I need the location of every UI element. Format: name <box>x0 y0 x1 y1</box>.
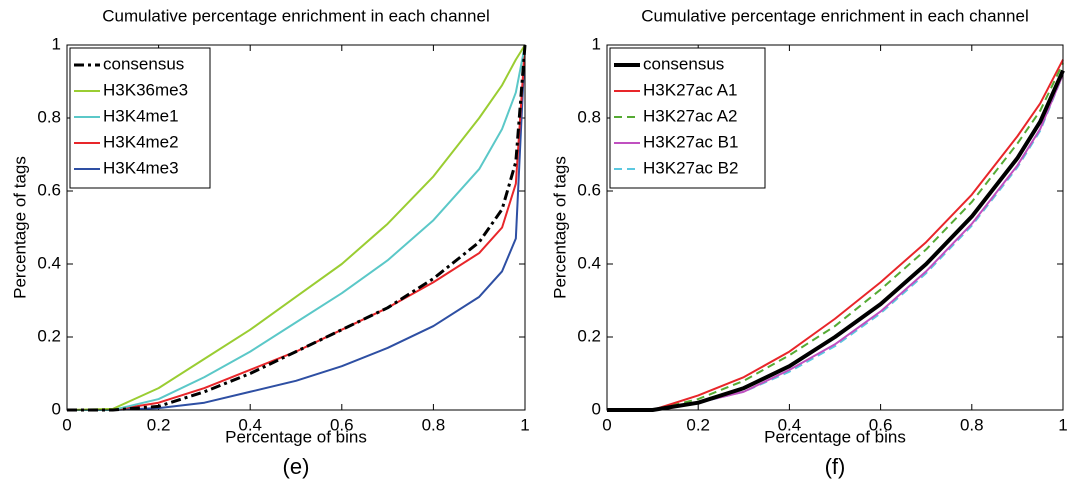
y-tick-label: 0 <box>592 399 601 418</box>
x-tick-label: 0.4 <box>238 415 262 434</box>
legend-label: H3K36me3 <box>103 80 188 99</box>
legend-label: H3K27ac A2 <box>643 106 738 125</box>
x-tick-label: 0.8 <box>960 415 984 434</box>
x-tick-label: 1 <box>520 415 529 434</box>
x-axis-label: Percentage of bins <box>225 427 367 446</box>
subplot: Cumulative percentage enrichment in each… <box>10 6 529 478</box>
legend-label: H3K4me1 <box>103 106 179 125</box>
series-line <box>67 44 526 411</box>
subplot: Cumulative percentage enrichment in each… <box>550 6 1067 478</box>
legend: consensus H3K36me3 H3K4me1 H3K4me2 H3K4me3 <box>69 47 211 189</box>
series-line <box>67 44 526 411</box>
legend: consensus H3K27ac A1 H3K27ac A2 H3K27ac B1 H… <box>609 47 766 189</box>
x-tick-label: 0.4 <box>778 415 802 434</box>
chart-title: Cumulative percentage enrichment in each… <box>102 6 489 25</box>
y-tick-label: 0.6 <box>37 180 61 199</box>
series-line <box>66 44 526 411</box>
axes-box <box>606 44 1064 411</box>
series-line <box>607 62 1064 411</box>
chart-title: Cumulative percentage enrichment in each… <box>641 6 1028 25</box>
y-tick-label: 0.6 <box>577 180 601 199</box>
legend-box <box>609 47 766 189</box>
legend-label: H3K27ac B1 <box>643 132 738 151</box>
x-axis-label: Percentage of bins <box>764 427 906 446</box>
legend-label: H3K4me2 <box>103 132 179 151</box>
x-tick-label: 0.8 <box>422 415 446 434</box>
y-tick-label: 1 <box>52 34 61 53</box>
series-line <box>67 44 527 412</box>
x-tick-label: 0.2 <box>147 415 171 434</box>
legend-label: consensus <box>103 54 184 73</box>
x-tick-label: 0.2 <box>686 415 710 434</box>
legend-label: H3K27ac A1 <box>643 80 738 99</box>
caption: (f) <box>825 454 846 479</box>
series-line <box>67 44 526 411</box>
x-tick-label: 1 <box>1058 415 1067 434</box>
caption: (e) <box>283 454 310 479</box>
legend-label: consensus <box>643 54 724 73</box>
x-tick-label: 0.6 <box>330 415 354 434</box>
y-tick-label: 0.8 <box>577 107 601 126</box>
series-line <box>607 59 1064 411</box>
axes-box <box>66 44 526 411</box>
y-axis-label: Percentage of tags <box>10 156 29 299</box>
series-line <box>607 69 1065 412</box>
y-tick-label: 0.4 <box>577 253 601 272</box>
x-tick-label: 0 <box>62 415 71 434</box>
y-axis-label: Percentage of tags <box>550 156 569 299</box>
y-tick-label: 1 <box>592 34 601 53</box>
x-tick-label: 0.6 <box>869 415 893 434</box>
legend-label: H3K4me3 <box>103 158 179 177</box>
y-tick-label: 0.2 <box>577 326 601 345</box>
y-tick-label: 0.2 <box>37 326 61 345</box>
x-tick-label: 0 <box>602 415 611 434</box>
legend-label: H3K27ac B2 <box>643 158 738 177</box>
y-tick-label: 0.8 <box>37 107 61 126</box>
y-tick-label: 0 <box>52 399 61 418</box>
y-tick-label: 0.4 <box>37 253 61 272</box>
